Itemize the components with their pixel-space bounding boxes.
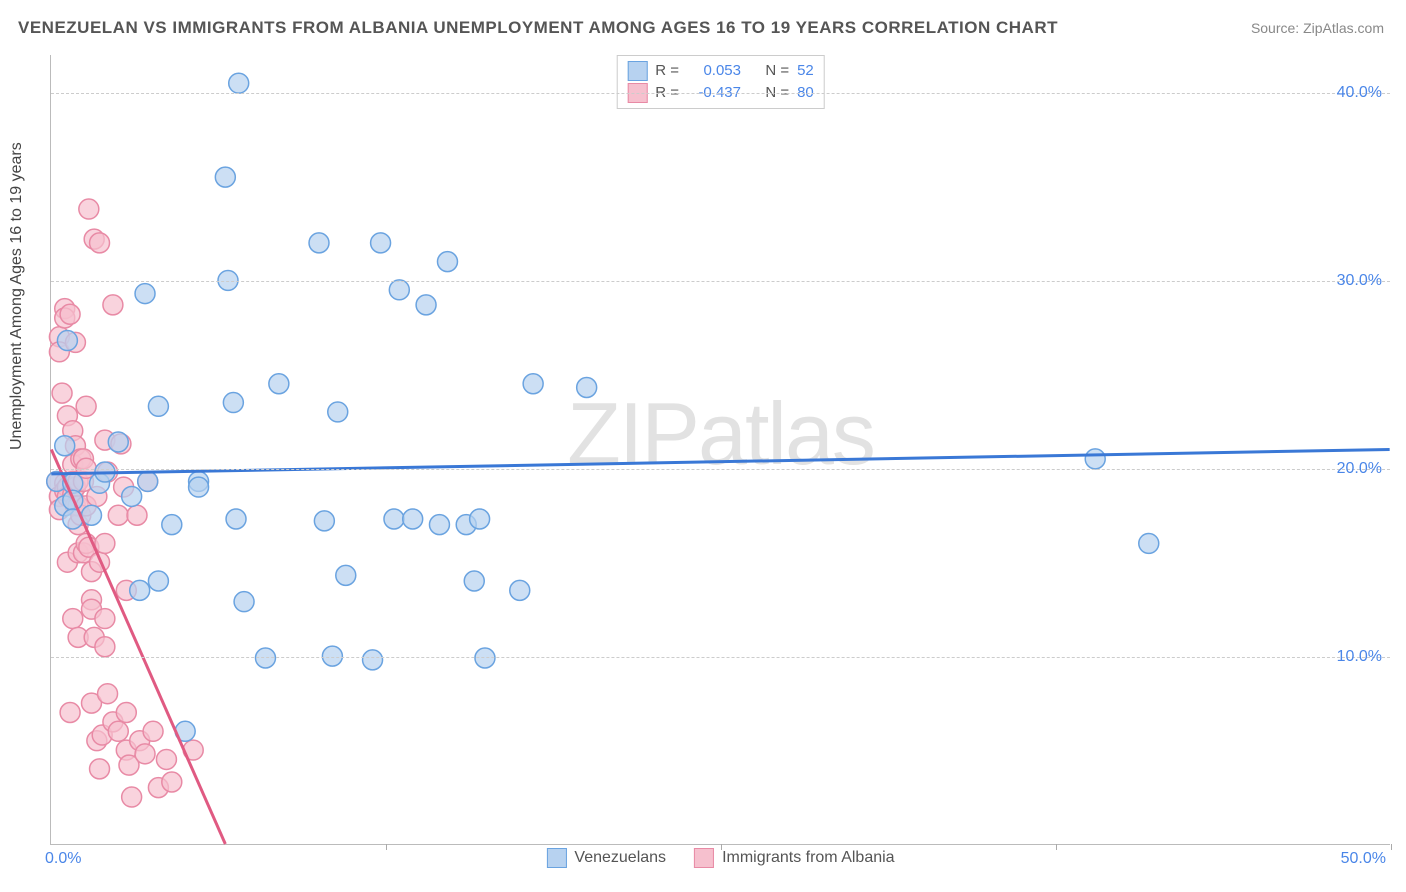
legend: Venezuelans Immigrants from Albania	[546, 848, 894, 868]
scatter-plot-svg	[51, 55, 1390, 844]
legend-item-1: Venezuelans	[546, 848, 666, 868]
x-axis-max-label: 50.0%	[1341, 850, 1386, 868]
chart-title: VENEZUELAN VS IMMIGRANTS FROM ALBANIA UN…	[18, 18, 1058, 38]
stats-row-series-1: R = 0.053 N = 52	[627, 60, 814, 82]
y-tick-label: 30.0%	[1337, 272, 1382, 290]
y-tick-label: 10.0%	[1337, 648, 1382, 666]
legend-label-1: Venezuelans	[574, 849, 666, 867]
x-axis-origin-label: 0.0%	[45, 850, 81, 868]
swatch-series-1	[627, 61, 647, 81]
stats-r-value-1: 0.053	[687, 60, 741, 82]
stats-n-value-1: 52	[797, 60, 814, 82]
stats-r-label-1: R =	[655, 60, 679, 82]
stats-n-label-1: N =	[765, 60, 789, 82]
y-tick-label: 20.0%	[1337, 460, 1382, 478]
legend-swatch-1	[546, 848, 566, 868]
y-tick-label: 40.0%	[1337, 84, 1382, 102]
legend-item-2: Immigrants from Albania	[694, 848, 895, 868]
chart-plot-area: ZIPatlas R = 0.053 N = 52 R = -0.437 N =…	[50, 55, 1390, 845]
correlation-stats-box: R = 0.053 N = 52 R = -0.437 N = 80	[616, 55, 825, 109]
legend-label-2: Immigrants from Albania	[722, 849, 895, 867]
source-attribution: Source: ZipAtlas.com	[1251, 20, 1384, 36]
legend-swatch-2	[694, 848, 714, 868]
y-axis-label: Unemployment Among Ages 16 to 19 years	[8, 142, 26, 450]
